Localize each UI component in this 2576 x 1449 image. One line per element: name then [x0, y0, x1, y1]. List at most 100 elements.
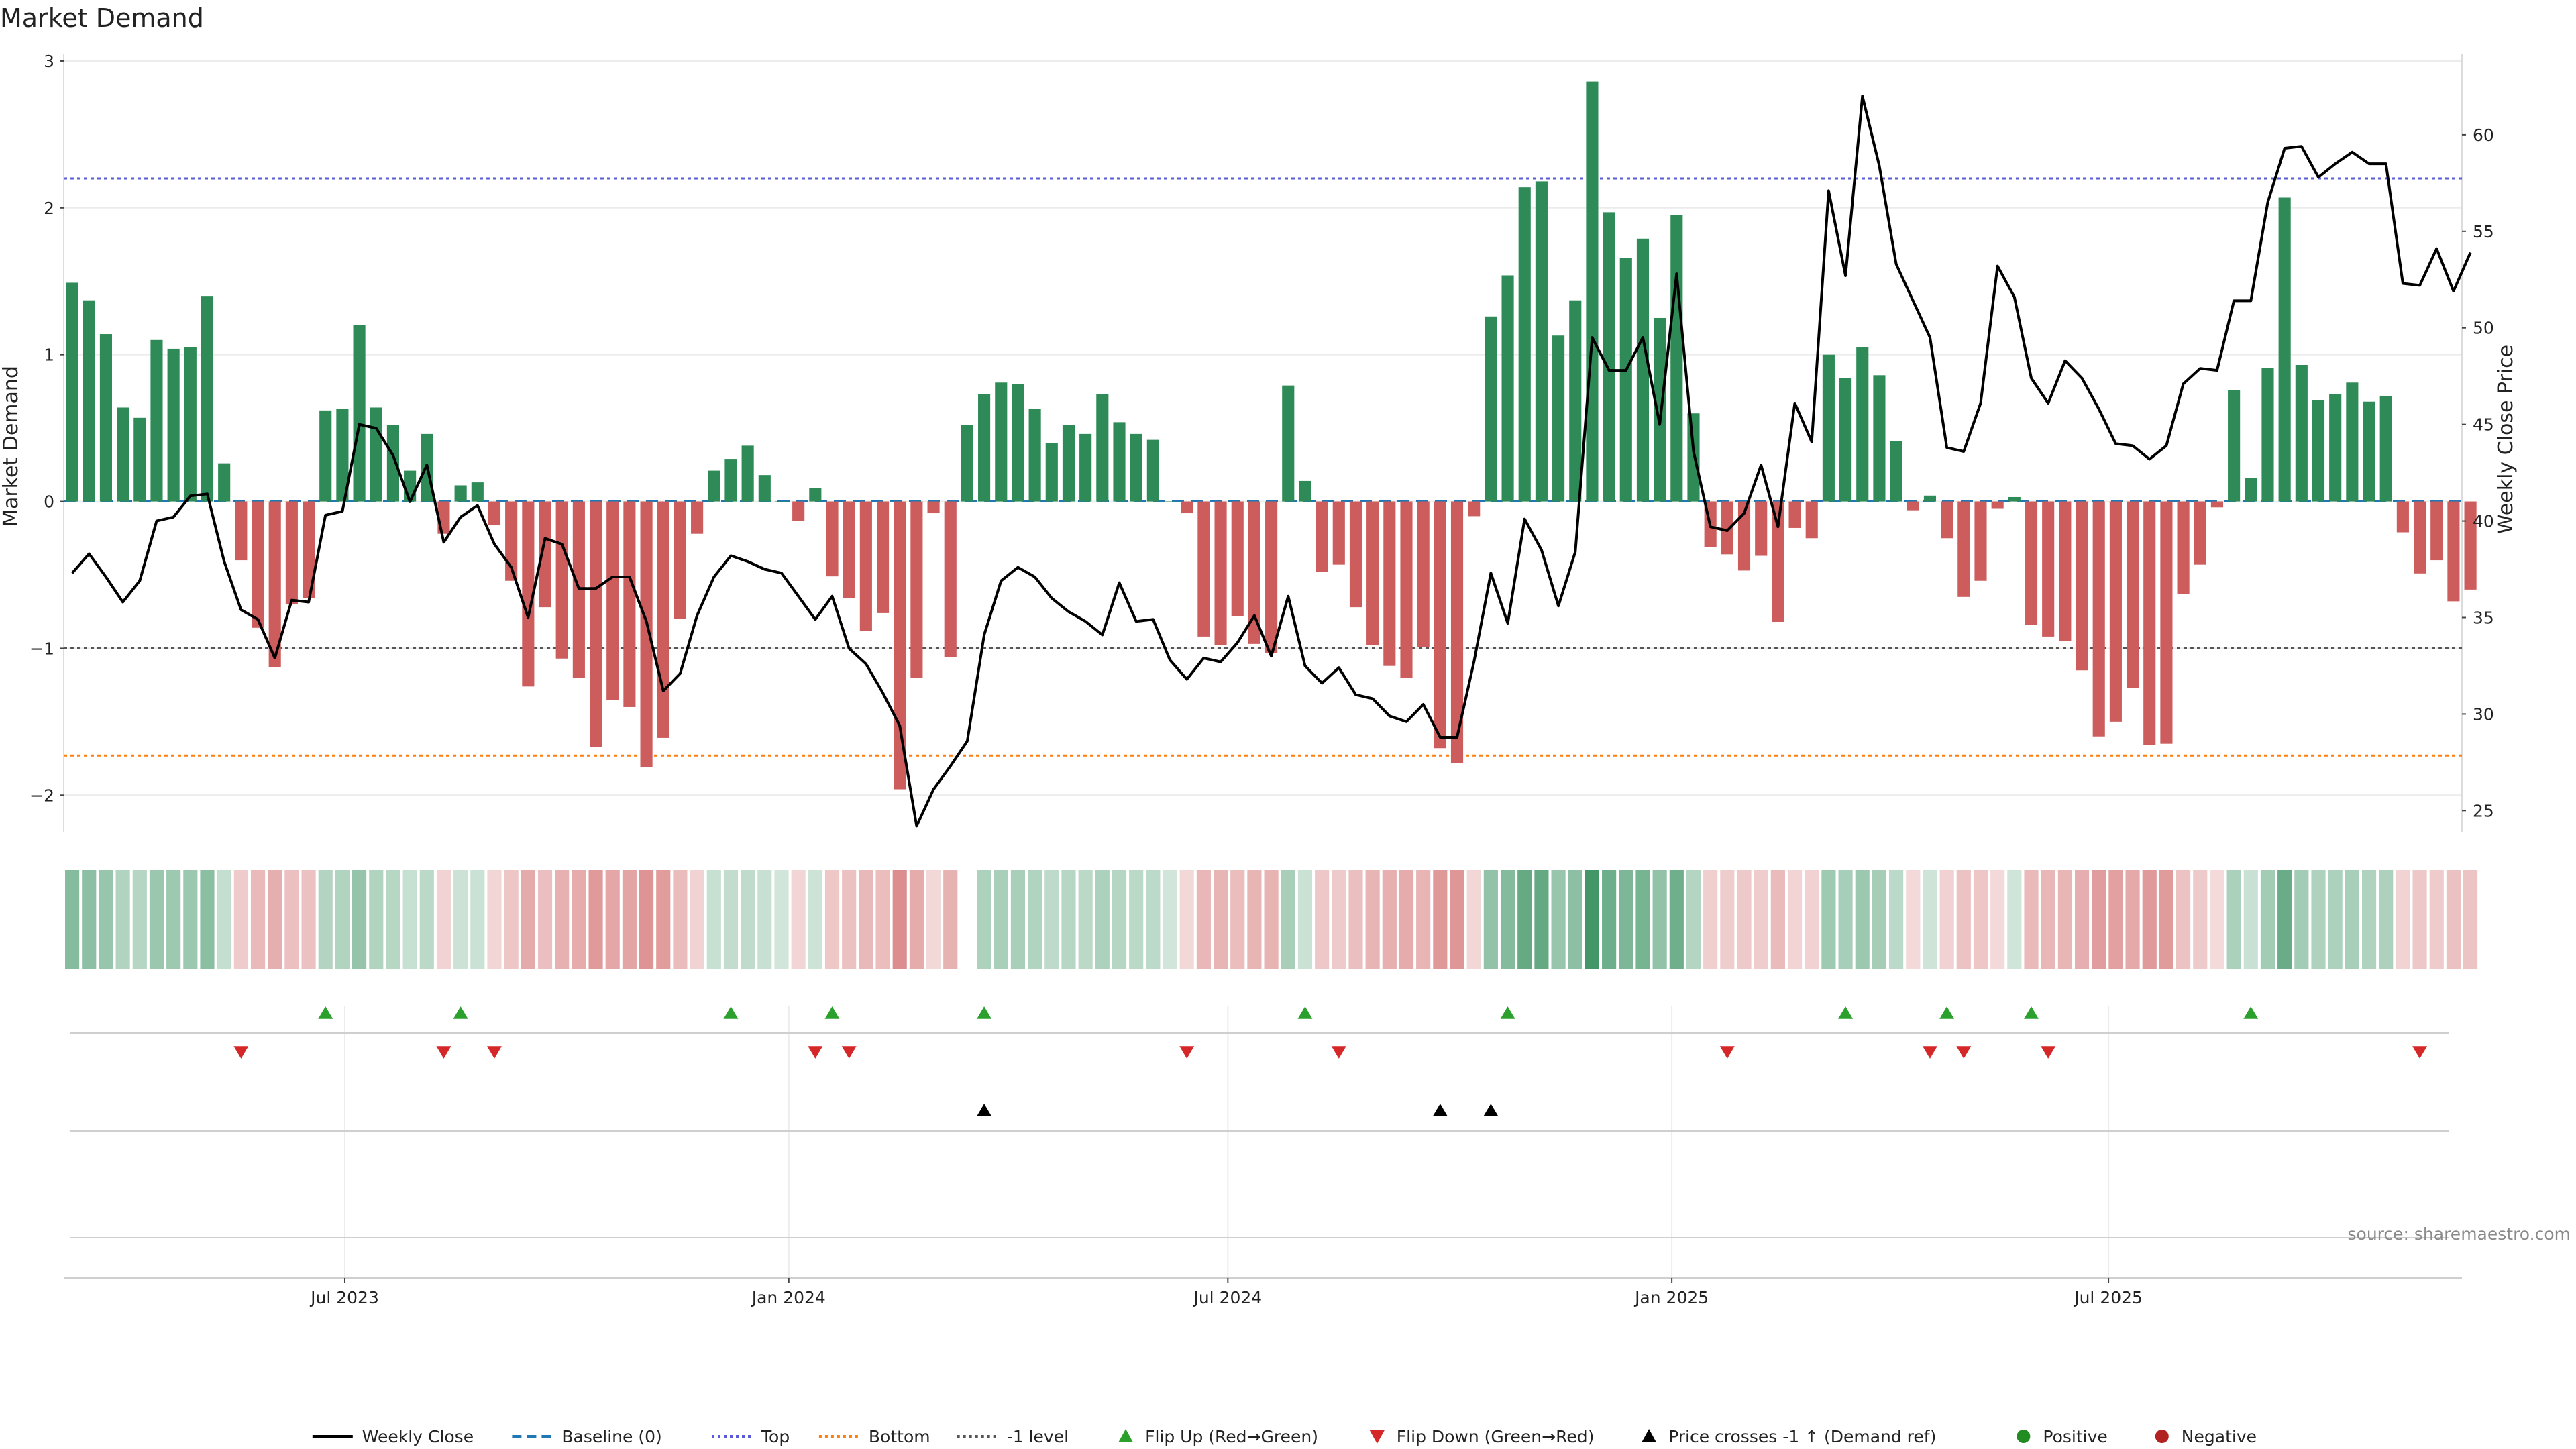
strip-cell — [335, 870, 350, 969]
flip-down-marker — [808, 1046, 823, 1059]
legend-label: Weekly Close — [362, 1427, 474, 1446]
flip-down-marker — [1719, 1046, 1735, 1059]
strip-cell — [386, 870, 400, 969]
demand-bar — [2430, 501, 2443, 561]
strip-cell — [741, 870, 755, 969]
demand-bar — [657, 501, 669, 738]
strip-cell — [1990, 870, 2005, 969]
strip-cell — [1213, 870, 1228, 969]
demand-bar — [150, 339, 163, 502]
demand-bar — [623, 501, 636, 707]
y-tick-label: 3 — [44, 52, 54, 71]
y2-axis-label: Weekly Close Price — [2494, 345, 2518, 534]
strip-cell — [2379, 870, 2394, 969]
demand-bar — [522, 501, 535, 687]
demand-bar — [1991, 501, 2004, 509]
x-tick-label: Jul 2023 — [309, 1288, 379, 1307]
strip-cell — [2260, 870, 2275, 969]
strip-cell — [1517, 870, 1532, 969]
legend-label: Negative — [2182, 1427, 2257, 1446]
y2-tick-label: 25 — [2473, 801, 2494, 820]
strip-cell — [1163, 870, 1177, 969]
legend-label: Flip Down (Green→Red) — [1397, 1427, 1595, 1446]
strip-cell — [1450, 870, 1464, 969]
legend-item: Negative — [2155, 1427, 2257, 1446]
strip-cell — [1332, 870, 1346, 969]
strip-cell — [605, 870, 620, 969]
demand-bar — [724, 459, 737, 502]
demand-bar — [2160, 501, 2173, 744]
demand-bar — [1501, 275, 1514, 502]
strip-cell — [318, 870, 333, 969]
strip-cell — [859, 870, 873, 969]
y2-ticks: 60 55 50 45 40 35 30 25 — [2462, 125, 2494, 820]
demand-bar — [218, 463, 231, 502]
demand-bar — [2413, 501, 2426, 574]
demand-bar — [285, 501, 298, 604]
flip-down-marker — [841, 1046, 857, 1059]
legend-item: Positive — [2017, 1427, 2108, 1446]
demand-bar — [1654, 317, 1666, 502]
strip-cell — [1382, 870, 1397, 969]
y-tick-label: 2 — [44, 199, 54, 218]
strip-cell — [2361, 870, 2377, 969]
flip-down-marker — [1331, 1046, 1346, 1059]
demand-bar — [910, 501, 923, 678]
strip-cell — [149, 870, 164, 969]
strip-cell — [1956, 870, 1971, 969]
legend-item: Flip Up (Red→Green) — [1118, 1427, 1318, 1446]
demand-bar — [1788, 501, 1801, 528]
strip-cell — [352, 870, 367, 969]
strip-cell — [1939, 870, 1954, 969]
legend-label: Flip Up (Red→Green) — [1145, 1427, 1318, 1446]
demand-bar — [454, 485, 467, 502]
demand-bar — [1181, 501, 1193, 514]
demand-bar — [1755, 501, 1768, 556]
strip-cell — [1703, 870, 1718, 969]
demand-bar — [404, 470, 417, 502]
strip-cell — [1855, 870, 1870, 969]
legend-label: Bottom — [869, 1427, 930, 1446]
strip-cell — [1838, 870, 1853, 969]
demand-bar — [1805, 501, 1818, 539]
strip-cell — [943, 870, 958, 969]
strip-cell — [1399, 870, 1414, 969]
demand-bar — [1721, 501, 1733, 555]
strip-cell — [1264, 870, 1279, 969]
strip-cell — [977, 870, 991, 969]
demand-bar — [2329, 394, 2342, 502]
strip-cell — [1602, 870, 1617, 969]
strip-cell — [2142, 870, 2157, 969]
y2-tick-label: 40 — [2473, 512, 2494, 531]
demand-bar — [336, 409, 349, 502]
strip-cell — [2243, 870, 2258, 969]
strip-cell — [115, 870, 130, 969]
flip-down-marker — [1179, 1046, 1195, 1059]
demand-bar — [978, 394, 991, 502]
demand-bar — [2396, 501, 2409, 533]
strip-cell — [1179, 870, 1194, 969]
demand-bar — [1603, 212, 1615, 502]
demand-bar — [1450, 501, 1464, 763]
strip-cell — [808, 870, 822, 969]
strip-cell — [1365, 870, 1380, 969]
strip-cell — [268, 870, 282, 969]
strip-cell — [521, 870, 535, 969]
legend-item: Top — [712, 1427, 790, 1446]
demand-bar — [1619, 258, 1632, 502]
demand-bar — [2447, 501, 2460, 602]
demand-bar — [1400, 501, 1413, 678]
demand-bar — [1636, 238, 1650, 502]
strip-cell — [994, 870, 1008, 969]
x-tick-label: Jul 2025 — [2073, 1288, 2143, 1307]
flip-up-marker — [1939, 1006, 1955, 1019]
demand-bar — [2076, 501, 2088, 671]
demand-bar — [555, 501, 568, 659]
legend-label: Price crosses -1 ↑ (Demand ref) — [1668, 1427, 1936, 1446]
strip-cell — [2429, 870, 2444, 969]
legend-item: Baseline (0) — [512, 1427, 662, 1446]
strip-cell — [436, 870, 451, 969]
strip-cell — [673, 870, 688, 969]
legend-label: Top — [761, 1427, 790, 1446]
demand-bar — [1214, 501, 1227, 646]
